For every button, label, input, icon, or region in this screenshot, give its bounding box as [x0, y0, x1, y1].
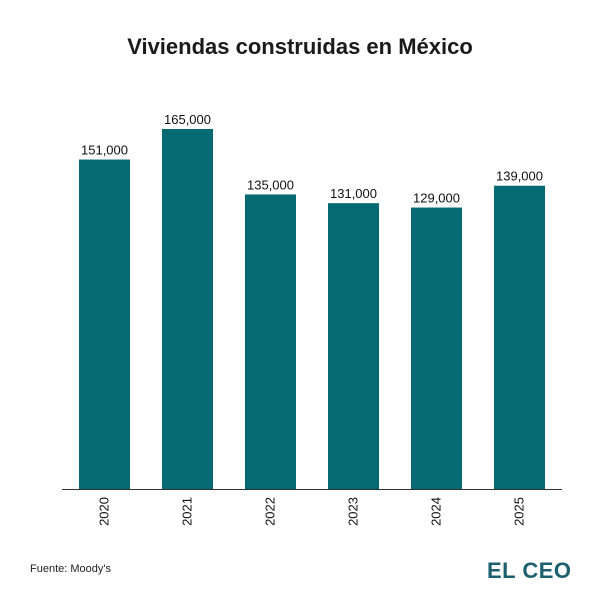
x-tick-label-2024: 2024: [429, 497, 444, 526]
x-tick-label-2020: 2020: [97, 497, 112, 526]
chart-title: Viviendas construidas en México: [127, 34, 473, 59]
source-note: Fuente: Moody's: [30, 563, 111, 575]
x-tick-label-2025: 2025: [512, 497, 527, 526]
bar-2023: [328, 203, 379, 489]
data-label-2021: 165,000: [164, 112, 211, 127]
x-tick-label-2021: 2021: [180, 497, 195, 526]
x-tick-label-2022: 2022: [263, 497, 278, 526]
data-label-2024: 129,000: [413, 191, 460, 206]
bar-2024: [411, 207, 462, 489]
data-label-2025: 139,000: [496, 169, 543, 184]
data-label-2020: 151,000: [81, 143, 128, 158]
bar-2020: [79, 159, 130, 489]
data-label-2023: 131,000: [330, 186, 377, 201]
x-tick-label-2023: 2023: [346, 497, 361, 526]
data-label-2022: 135,000: [247, 177, 294, 192]
bar-2025: [494, 185, 545, 489]
bar-2021: [162, 129, 213, 489]
bar-2022: [245, 194, 296, 490]
brand-logo: EL CEO: [487, 558, 572, 583]
